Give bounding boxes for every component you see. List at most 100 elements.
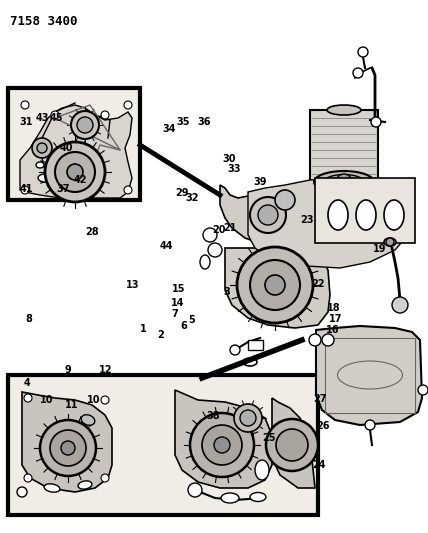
- Circle shape: [188, 483, 202, 497]
- Text: 24: 24: [312, 460, 326, 470]
- Text: 22: 22: [311, 279, 324, 288]
- Ellipse shape: [243, 358, 257, 366]
- Text: 16: 16: [326, 326, 340, 335]
- Circle shape: [67, 164, 83, 180]
- Circle shape: [250, 197, 286, 233]
- Circle shape: [71, 111, 99, 139]
- Text: 4: 4: [23, 378, 30, 387]
- Bar: [78, 118, 90, 126]
- Text: 7: 7: [171, 310, 178, 319]
- Bar: [8, 375, 318, 515]
- Circle shape: [371, 117, 381, 127]
- Text: 11: 11: [65, 400, 79, 410]
- Bar: [315, 178, 415, 243]
- Circle shape: [309, 334, 321, 346]
- Text: 27: 27: [313, 394, 327, 403]
- Text: 10: 10: [86, 395, 100, 405]
- Text: 44: 44: [159, 241, 173, 251]
- Circle shape: [276, 429, 308, 461]
- Text: 3: 3: [223, 287, 230, 297]
- Text: 2: 2: [157, 330, 164, 340]
- Text: 12: 12: [99, 366, 113, 375]
- Text: 21: 21: [223, 223, 237, 233]
- Polygon shape: [225, 248, 330, 328]
- Text: 28: 28: [85, 227, 99, 237]
- Text: 23: 23: [300, 215, 314, 224]
- Text: 40: 40: [59, 143, 73, 153]
- Circle shape: [101, 474, 109, 482]
- Polygon shape: [272, 398, 315, 488]
- Circle shape: [101, 396, 109, 404]
- Polygon shape: [22, 392, 112, 492]
- Text: 31: 31: [20, 117, 33, 126]
- Circle shape: [208, 243, 222, 257]
- Text: 1: 1: [140, 325, 147, 334]
- Text: 7158 3400: 7158 3400: [10, 15, 77, 28]
- Circle shape: [21, 101, 29, 109]
- Circle shape: [234, 404, 262, 432]
- Circle shape: [45, 142, 105, 202]
- Circle shape: [203, 228, 217, 242]
- Text: 45: 45: [50, 114, 63, 123]
- Circle shape: [392, 297, 408, 313]
- Circle shape: [202, 425, 242, 465]
- Circle shape: [37, 143, 47, 153]
- Circle shape: [240, 410, 256, 426]
- Text: 10: 10: [39, 395, 53, 405]
- Ellipse shape: [255, 460, 269, 480]
- Circle shape: [336, 174, 352, 190]
- Bar: [325, 338, 415, 413]
- Ellipse shape: [384, 200, 404, 230]
- Text: 9: 9: [64, 366, 71, 375]
- Circle shape: [266, 419, 318, 471]
- Ellipse shape: [356, 200, 376, 230]
- Bar: [248, 340, 263, 350]
- Text: 37: 37: [56, 184, 70, 194]
- Text: 34: 34: [162, 124, 176, 134]
- Polygon shape: [316, 326, 422, 425]
- Circle shape: [237, 247, 313, 323]
- Ellipse shape: [36, 162, 44, 168]
- Text: 35: 35: [176, 117, 190, 126]
- Text: 30: 30: [222, 154, 236, 164]
- Ellipse shape: [81, 415, 95, 425]
- Circle shape: [214, 437, 230, 453]
- Ellipse shape: [384, 238, 396, 246]
- Circle shape: [77, 117, 93, 133]
- Ellipse shape: [200, 255, 210, 269]
- Circle shape: [40, 420, 96, 476]
- Circle shape: [265, 275, 285, 295]
- Circle shape: [365, 420, 375, 430]
- Circle shape: [24, 394, 32, 402]
- Bar: [8, 88, 140, 200]
- Text: 8: 8: [26, 314, 33, 324]
- Ellipse shape: [327, 105, 361, 115]
- Polygon shape: [248, 178, 410, 268]
- Text: 38: 38: [206, 411, 220, 421]
- Ellipse shape: [314, 171, 374, 193]
- Polygon shape: [220, 185, 322, 248]
- Circle shape: [51, 111, 59, 119]
- Text: 41: 41: [20, 184, 33, 194]
- Circle shape: [21, 186, 29, 194]
- Text: 14: 14: [171, 298, 184, 308]
- Circle shape: [17, 487, 27, 497]
- Polygon shape: [175, 390, 272, 488]
- Text: 29: 29: [175, 188, 189, 198]
- Ellipse shape: [328, 200, 348, 230]
- Text: 13: 13: [126, 280, 140, 290]
- Circle shape: [353, 68, 363, 78]
- Circle shape: [418, 385, 428, 395]
- Circle shape: [24, 474, 32, 482]
- Ellipse shape: [324, 174, 364, 190]
- Text: 43: 43: [35, 114, 49, 123]
- Text: 42: 42: [74, 175, 87, 185]
- Text: 36: 36: [198, 117, 211, 126]
- Ellipse shape: [78, 481, 92, 489]
- Text: 18: 18: [327, 303, 341, 313]
- Text: 20: 20: [212, 225, 226, 235]
- Text: 26: 26: [316, 422, 330, 431]
- Ellipse shape: [221, 493, 239, 503]
- Circle shape: [32, 138, 52, 158]
- Circle shape: [358, 47, 368, 57]
